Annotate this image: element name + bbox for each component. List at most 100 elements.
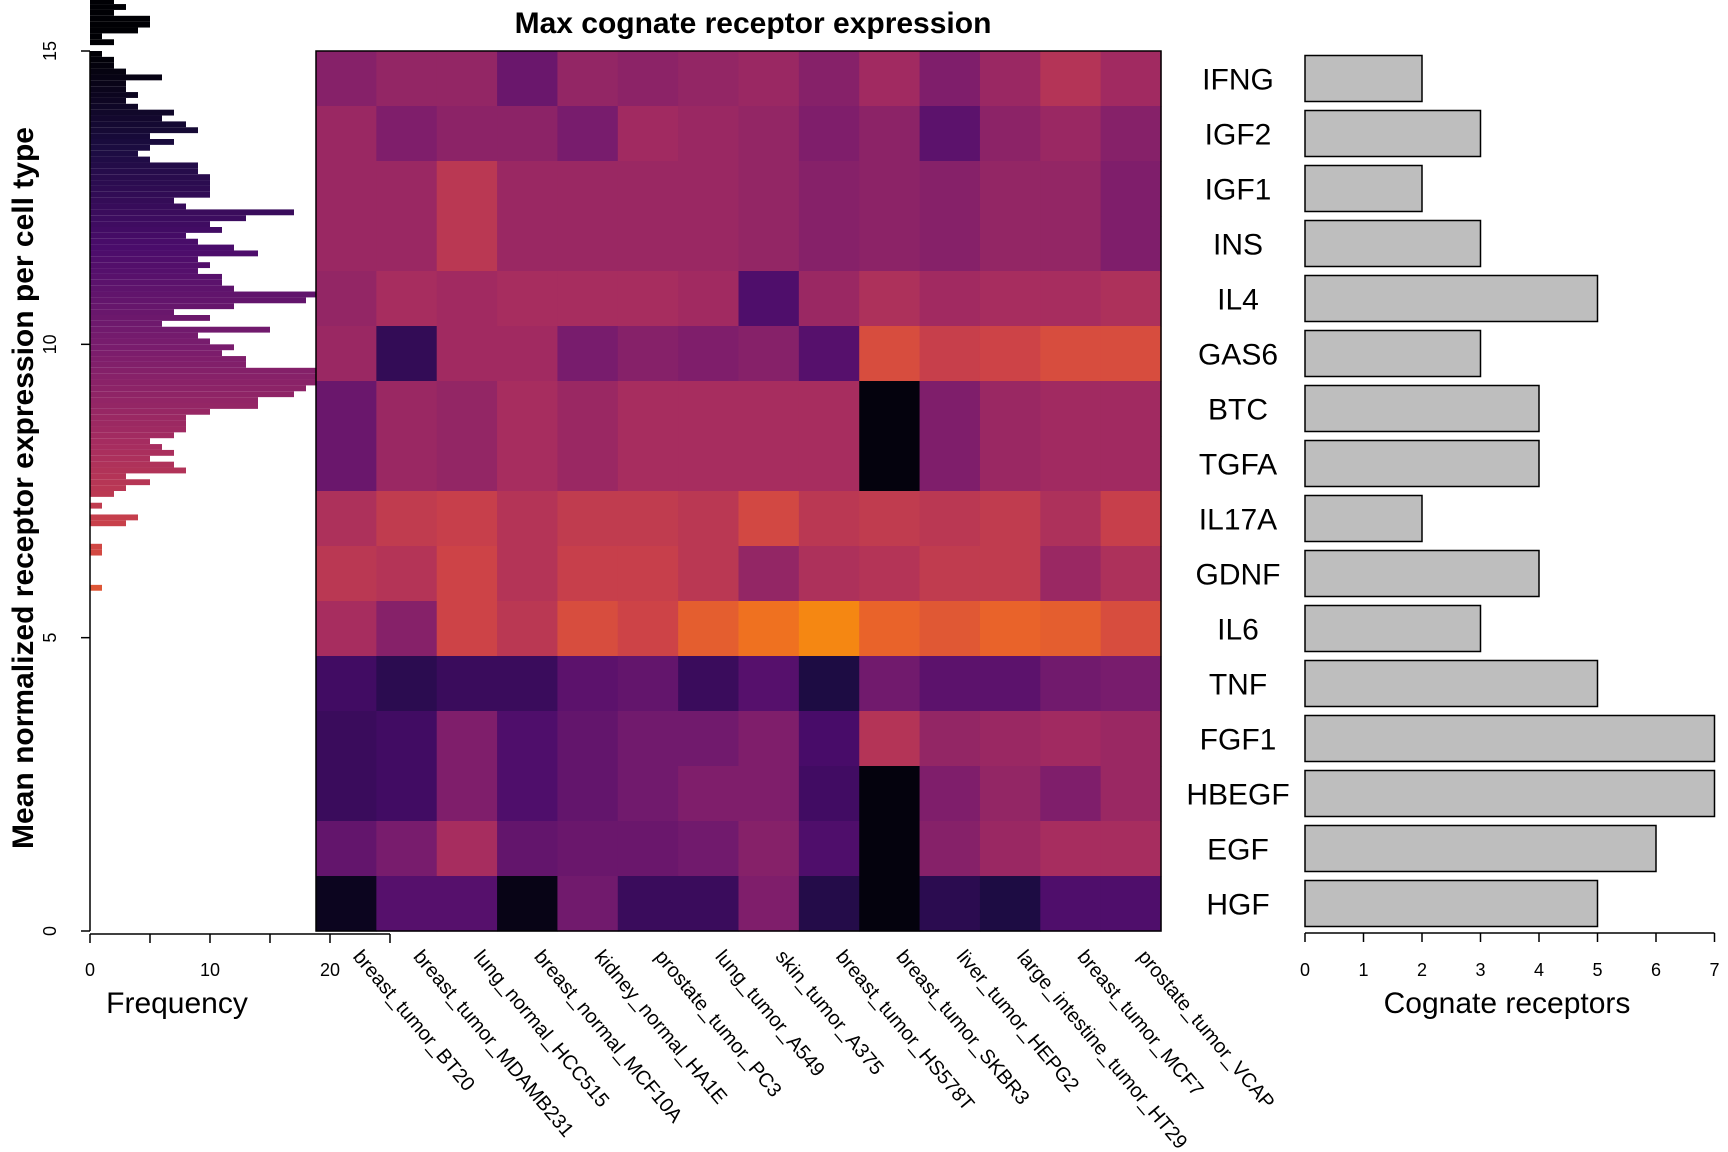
heatmap-cell: [436, 216, 498, 272]
heatmap-cell: [376, 491, 438, 547]
barchart-bar: [1304, 329, 1482, 378]
barchart-category-label: IGF2: [1205, 119, 1272, 152]
barchart-bar: [1304, 219, 1482, 268]
barchart-category-label: IGF1: [1205, 174, 1272, 207]
histogram-y-tick-label: 15: [40, 41, 60, 61]
heatmap-cell: [497, 326, 559, 382]
heatmap-cell: [738, 546, 800, 602]
heatmap-cell: [1100, 876, 1162, 932]
histogram-bar: [90, 174, 210, 181]
histogram-bar: [90, 408, 210, 415]
heatmap-cell: [436, 326, 498, 382]
histogram-bar: [90, 139, 174, 145]
heatmap-cell: [798, 381, 860, 437]
heatmap-cell: [738, 161, 800, 217]
heatmap-cell: [316, 271, 377, 327]
heatmap-cell: [316, 546, 377, 602]
heatmap-cell: [557, 601, 619, 657]
histogram-x-tick-label: 10: [200, 960, 220, 980]
heatmap-cell: [436, 381, 498, 437]
barchart-x-tick-label: 4: [1534, 960, 1544, 980]
barchart-category-label: HGF: [1206, 889, 1269, 922]
heatmap-cell: [738, 601, 800, 657]
histogram-bar: [90, 403, 258, 409]
heatmap-cell: [316, 161, 377, 217]
heatmap-cell: [1040, 106, 1102, 162]
heatmap-cell: [738, 821, 800, 877]
histogram-bar: [90, 338, 210, 345]
heatmap-cell: [919, 601, 981, 657]
heatmap-border: [315, 50, 1162, 932]
heatmap-cell: [617, 821, 679, 877]
heatmap-cell: [798, 106, 860, 162]
heatmap-cell: [979, 216, 1041, 272]
heatmap-cell: [376, 821, 438, 877]
heatmap-cell: [1100, 491, 1162, 547]
heatmap-cell: [678, 546, 740, 602]
barchart-x-label: Cognate receptors: [1384, 987, 1631, 1020]
histogram-y-label: Mean normalized receptor expression per …: [7, 127, 40, 849]
heatmap-cell: [497, 161, 559, 217]
histogram-x-label: Frequency: [106, 987, 248, 1020]
heatmap-column-label: lung_tumor_A549: [710, 946, 828, 1081]
heatmap-cell: [1040, 271, 1102, 327]
heatmap-cell: [497, 381, 559, 437]
heatmap-cell: [557, 106, 619, 162]
barchart-category-label: IFNG: [1202, 64, 1274, 97]
histogram-bar: [90, 185, 210, 192]
barchart-bar: [1304, 714, 1716, 763]
histogram-bar: [90, 584, 102, 591]
heatmap-cell: [678, 216, 740, 272]
heatmap-cell: [678, 271, 740, 327]
histogram-y-tick-label: 0: [40, 926, 60, 936]
heatmap-cell: [316, 491, 377, 547]
heatmap-cell: [979, 601, 1041, 657]
heatmap-cell: [1100, 161, 1162, 217]
histogram-bar: [90, 127, 198, 134]
barchart-category-label: INS: [1213, 229, 1263, 262]
heatmap-cell: [1100, 51, 1162, 107]
histogram-bar: [90, 291, 354, 298]
heatmap-column-label: skin_tumor_A375: [771, 946, 888, 1079]
histogram-y-tick-label: 5: [40, 633, 60, 643]
heatmap-cell: [1040, 326, 1102, 382]
histogram-bar: [90, 549, 102, 556]
heatmap-cell: [316, 381, 377, 437]
heatmap-cell: [678, 51, 740, 107]
heatmap-cell: [376, 51, 438, 107]
heatmap-cell: [859, 436, 921, 492]
heatmap-cell: [919, 106, 981, 162]
heatmap-cell: [557, 161, 619, 217]
heatmap-cell: [557, 766, 619, 822]
heatmap-cell: [316, 766, 377, 822]
heatmap-cell: [376, 876, 438, 932]
histogram-bar: [90, 156, 150, 163]
histogram-bar: [90, 109, 174, 116]
histogram-bar: [90, 361, 246, 368]
heatmap-cell: [497, 216, 559, 272]
histogram-bar: [90, 326, 270, 333]
histogram-bar: [90, 426, 186, 433]
histogram-bar: [90, 21, 150, 28]
heatmap-cell: [1040, 766, 1102, 822]
histogram-bar: [90, 491, 114, 497]
heatmap-cell: [738, 876, 800, 932]
barchart-category-label: EGF: [1207, 834, 1269, 867]
heatmap-cell: [617, 876, 679, 932]
histogram-bar: [90, 150, 138, 157]
heatmap-cell: [738, 51, 800, 107]
histogram-bar: [90, 133, 150, 139]
heatmap-cell: [1040, 656, 1102, 712]
histogram-bar: [90, 4, 126, 10]
heatmap-cell: [859, 271, 921, 327]
heatmap-cell: [1100, 766, 1162, 822]
histogram-bar: [90, 543, 102, 550]
heatmap-cell: [376, 656, 438, 712]
heatmap-column-label: breast_tumor_BT20: [348, 946, 478, 1096]
heatmap-cell: [557, 491, 619, 547]
heatmap-cell: [497, 51, 559, 107]
heatmap-cell: [979, 106, 1041, 162]
heatmap-cell: [497, 546, 559, 602]
heatmap-cell: [798, 766, 860, 822]
